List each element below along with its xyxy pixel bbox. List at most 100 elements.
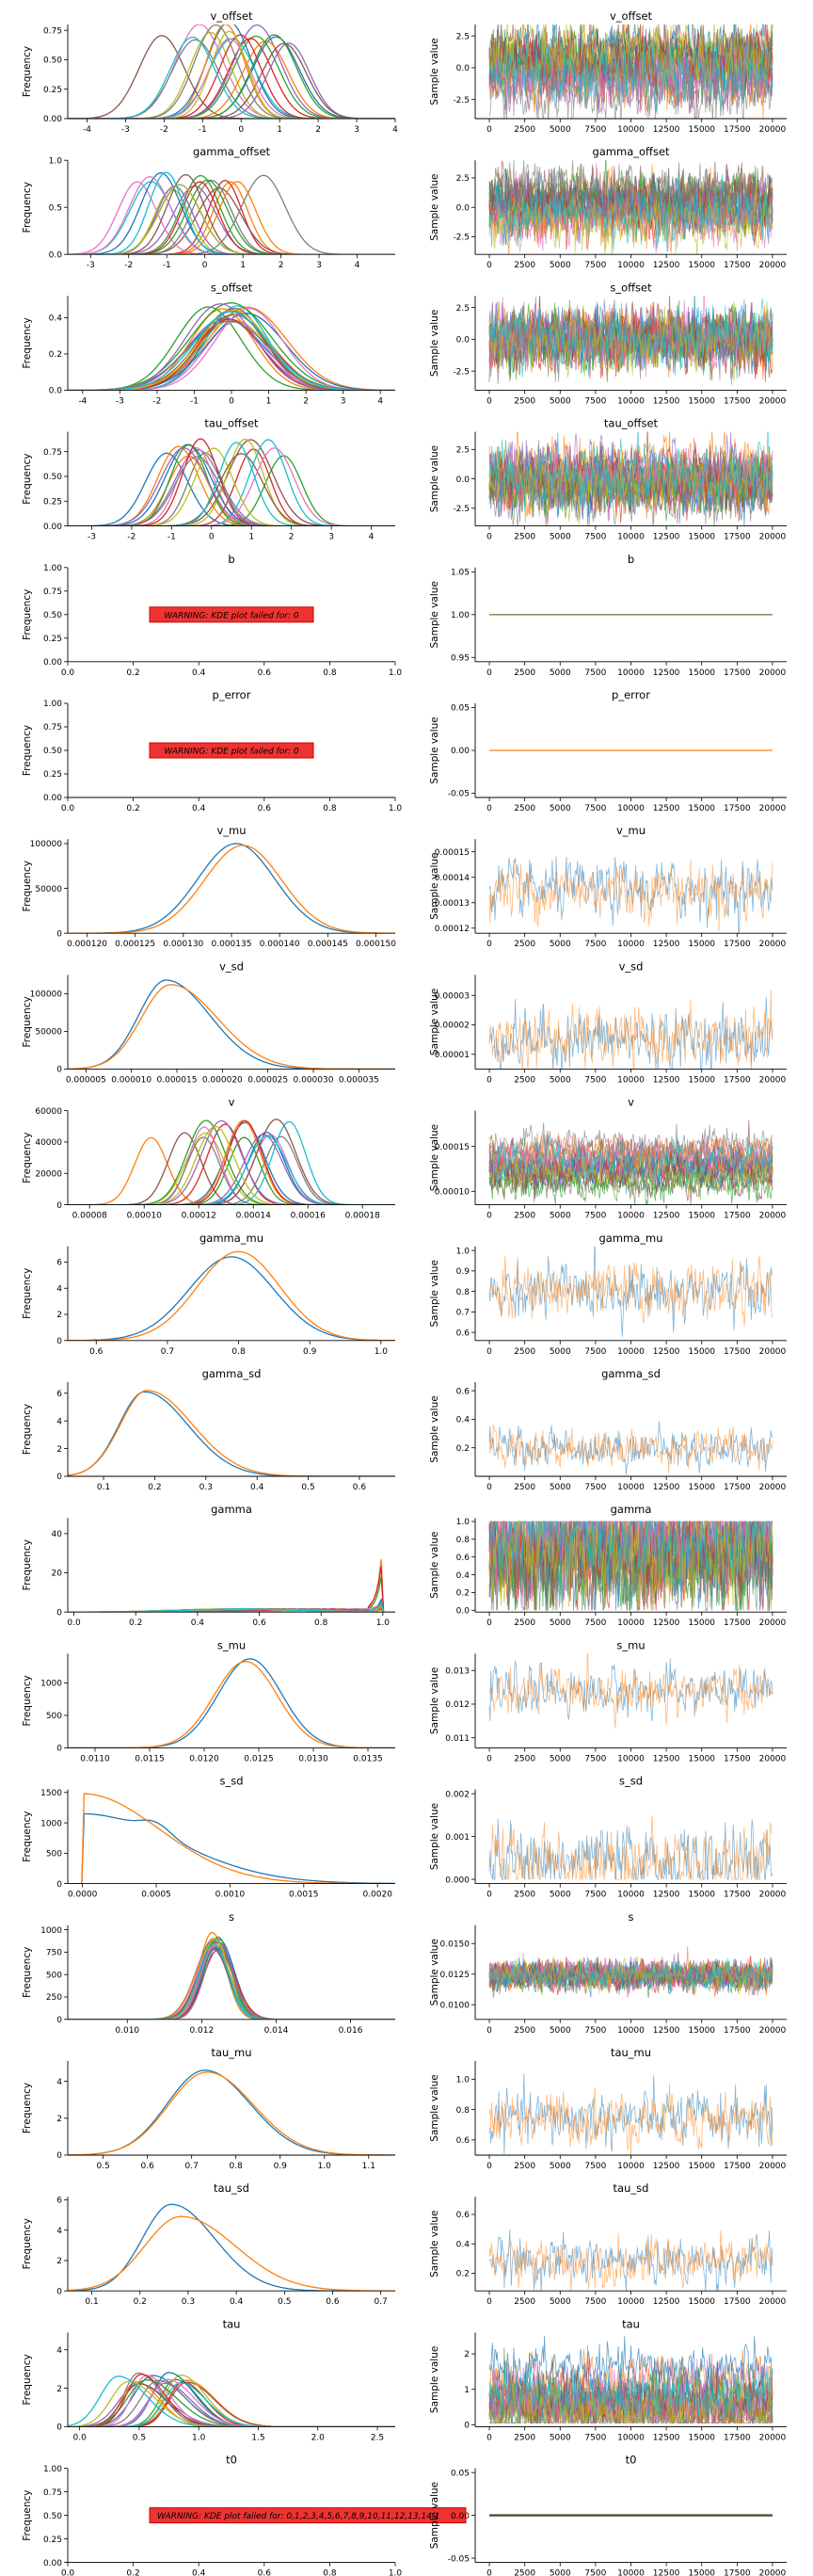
- y-tick-label: 0.000: [445, 1876, 470, 1885]
- subplot-kde-v_offset: v_offset Frequency -4 -3 -2 -1 0 1 2 3 4 0.00 0.25 0.…: [22, 9, 398, 135]
- y-tick-label: 1.00: [43, 700, 62, 709]
- x-tick-label: 20000: [759, 804, 787, 813]
- y-axis-label: Sample value: [429, 310, 440, 377]
- trace-chain-0: [488, 996, 773, 1070]
- subplot-kde-tau_mu: tau_mu Frequency 0.5 0.6 0.7 0.8 0.9 1.0 1.1 0 2 4: [22, 2046, 395, 2171]
- x-tick-label: 10000: [617, 1347, 645, 1357]
- x-tick-label: 0.0115: [135, 1754, 165, 1763]
- kde-curve-11: [68, 1119, 395, 1205]
- subplot-trace-tau_sd: tau_sd Sample value 0 2500 5000 7500 10000 1250…: [429, 2182, 787, 2307]
- subplot-trace-v_sd: v_sd Sample value 0 2500 5000 7500 10000 12500 1…: [429, 959, 787, 1085]
- x-tick-label: 4: [377, 396, 383, 406]
- x-tick-label: -1: [190, 396, 199, 406]
- y-tick-label: 0.0: [456, 64, 470, 73]
- subplot-kde-tau: tau Frequency 0.0 0.5 1.0 1.5 2.0 2.5 0 2 4: [22, 2317, 395, 2442]
- x-tick-label: 0.6: [89, 1347, 104, 1357]
- y-tick-label: 1000: [40, 1680, 62, 1689]
- x-tick-label: -1: [163, 261, 171, 270]
- x-tick-label: 1.0: [376, 1618, 391, 1628]
- y-tick-label: 0.013: [445, 1666, 470, 1676]
- x-tick-label: 15000: [688, 1212, 715, 1221]
- x-tick-label: 0.016: [339, 2026, 363, 2036]
- plot-area: [68, 1250, 395, 1341]
- plot-area: [488, 1520, 773, 1612]
- x-tick-label: 0.5: [278, 2297, 291, 2307]
- x-tick-label: 7500: [584, 1618, 606, 1628]
- x-tick-label: 0.6: [140, 2162, 154, 2171]
- y-tick-label: 2.5: [456, 446, 470, 456]
- y-tick-label: 0.6: [456, 2136, 470, 2146]
- x-tick-label: 0.00016: [291, 1212, 326, 1221]
- trace-chain-1: [488, 2230, 773, 2292]
- y-tick-label: 2: [464, 2350, 470, 2359]
- kde-curve-0: [68, 1121, 395, 1205]
- y-tick-label: 0: [56, 1201, 62, 1211]
- kde-curve-0: [68, 1256, 395, 1341]
- x-tick-label: 12500: [653, 2569, 680, 2576]
- trace-chain-17: [488, 53, 773, 119]
- y-tick-label: 0.50: [43, 473, 62, 482]
- y-tick-label: 0.00: [43, 115, 62, 124]
- y-tick-label: 0.4: [456, 2240, 470, 2249]
- y-tick-label: 0.00012: [435, 925, 470, 934]
- y-axis-label: Sample value: [429, 1124, 440, 1191]
- x-tick-label: 0.012: [189, 2026, 214, 2036]
- plot-area: [488, 1246, 773, 1337]
- kde-warning-background: [149, 606, 314, 623]
- y-tick-label: 2: [56, 2385, 62, 2394]
- x-tick-label: 0.0: [61, 2569, 75, 2576]
- y-tick-label: 0: [56, 1066, 62, 1075]
- y-tick-label: -2.5: [453, 96, 470, 105]
- kde-curve-8: [68, 1132, 395, 1205]
- kde-curve-19: [68, 36, 395, 119]
- trace-chain-19: [488, 39, 773, 112]
- trace-chain-19: [488, 2366, 773, 2423]
- y-axis-label: Sample value: [429, 1667, 440, 1734]
- x-tick-label: 2: [289, 533, 295, 542]
- x-tick-label: 2500: [514, 2162, 535, 2171]
- kde-curve-3: [68, 1123, 395, 1205]
- x-tick-label: 5000: [550, 2297, 571, 2307]
- kde-curve-1: [68, 24, 395, 119]
- y-tick-label: 0.8: [456, 1288, 470, 1297]
- x-tick-label: 0.8: [314, 1618, 328, 1628]
- x-tick-label: 4: [355, 261, 360, 270]
- x-tick-label: 0.4: [250, 1483, 264, 1492]
- y-tick-label: 40: [52, 1530, 63, 1539]
- subplot-kde-t0: t0 Frequency WARNING: KDE plot failed for:…: [22, 2454, 467, 2576]
- x-tick-label: 15000: [688, 396, 715, 406]
- y-tick-label: 0.75: [43, 26, 62, 36]
- x-tick-label: 12500: [653, 2433, 680, 2442]
- x-tick-label: 3: [328, 533, 334, 542]
- plot-area: [488, 431, 773, 526]
- y-axis-label: Frequency: [22, 1947, 33, 1998]
- x-tick-label: 2: [303, 396, 309, 406]
- x-tick-label: 5000: [550, 1347, 571, 1357]
- kde-curve-13: [68, 34, 395, 119]
- x-tick-label: 17500: [724, 1212, 751, 1221]
- y-tick-label: -0.05: [448, 2554, 470, 2564]
- y-tick-label: 0.0: [49, 387, 63, 396]
- x-tick-label: 5000: [550, 125, 571, 135]
- subplot-title: tau_offset: [604, 417, 659, 430]
- trace-chain-16: [488, 299, 773, 378]
- x-tick-label: 17500: [724, 2162, 751, 2171]
- y-tick-label: 0.8: [456, 2106, 470, 2116]
- y-tick-label: 0.4: [456, 1571, 470, 1581]
- subplot-title: gamma_sd: [601, 1367, 661, 1380]
- y-axis-label: Frequency: [22, 1268, 33, 1319]
- trace-chain-0: [488, 1818, 773, 1880]
- y-tick-label: 0.0: [456, 336, 470, 346]
- kde-warning-background: [149, 742, 314, 759]
- kde-curve-1: [68, 181, 395, 255]
- kde-curve-12: [68, 179, 395, 255]
- x-tick-label: 0.5: [133, 2433, 146, 2442]
- kde-curve-1: [68, 1250, 395, 1341]
- y-tick-label: 500: [46, 1850, 62, 1860]
- x-tick-label: 0: [486, 1618, 492, 1628]
- x-tick-label: 0.0: [67, 1618, 81, 1628]
- kde-warning-text: WARNING: KDE plot failed for: 0: [164, 748, 298, 757]
- x-tick-label: 12500: [653, 1891, 680, 1900]
- x-tick-label: 12500: [653, 1075, 680, 1085]
- subplot-trace-gamma: gamma Sample value 0 2500 5000 7500 10000 12500…: [429, 1503, 787, 1628]
